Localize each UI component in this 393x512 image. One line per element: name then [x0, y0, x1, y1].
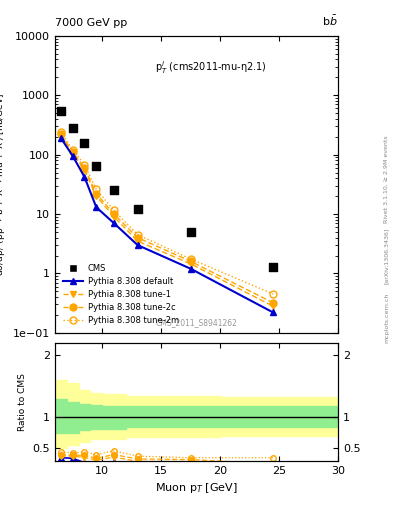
Pythia 8.308 tune-2m — [271, 291, 275, 297]
CMS — [58, 106, 64, 115]
Text: p$^l_T$ (cms2011-mu-η2.1): p$^l_T$ (cms2011-mu-η2.1) — [155, 59, 266, 76]
Pythia 8.308 tune-2m — [188, 256, 193, 262]
Pythia 8.308 tune-1 — [82, 167, 87, 173]
Pythia 8.308 default — [271, 309, 275, 315]
Pythia 8.308 tune-2m — [135, 231, 140, 238]
Pythia 8.308 default — [188, 266, 193, 272]
Pythia 8.308 default — [94, 204, 99, 210]
Pythia 8.308 tune-2m — [94, 186, 99, 193]
Pythia 8.308 tune-1 — [271, 303, 275, 309]
Line: Pythia 8.308 tune-1: Pythia 8.308 tune-1 — [57, 132, 277, 310]
Text: CMS_2011_S8941262: CMS_2011_S8941262 — [156, 318, 237, 327]
CMS — [270, 263, 276, 271]
Pythia 8.308 tune-2m — [82, 161, 87, 167]
Text: Rivet 3.1.10, ≥ 2.9M events: Rivet 3.1.10, ≥ 2.9M events — [384, 135, 389, 223]
Pythia 8.308 tune-1 — [59, 133, 63, 139]
Pythia 8.308 tune-2c — [271, 300, 275, 306]
CMS — [134, 205, 141, 214]
Pythia 8.308 tune-2m — [112, 207, 116, 214]
Y-axis label: dσ/dp$_T$ (pp → b + X → mu + X′) [nb/GeV]: dσ/dp$_T$ (pp → b + X → mu + X′) [nb/GeV… — [0, 93, 7, 276]
Pythia 8.308 tune-2m — [70, 147, 75, 153]
Pythia 8.308 default — [70, 153, 75, 159]
Line: Pythia 8.308 tune-2m: Pythia 8.308 tune-2m — [57, 129, 277, 297]
Y-axis label: Ratio to CMS: Ratio to CMS — [18, 373, 27, 431]
CMS — [93, 162, 99, 170]
Pythia 8.308 tune-2c — [188, 258, 193, 264]
Pythia 8.308 tune-2c — [82, 165, 87, 171]
Pythia 8.308 default — [59, 135, 63, 141]
Text: 7000 GeV pp: 7000 GeV pp — [55, 18, 127, 28]
CMS — [70, 124, 76, 132]
Text: b$\bar{b}$: b$\bar{b}$ — [322, 14, 338, 28]
Pythia 8.308 tune-1 — [112, 214, 116, 220]
Pythia 8.308 tune-1 — [70, 151, 75, 157]
Pythia 8.308 tune-2c — [59, 131, 63, 137]
Pythia 8.308 default — [135, 242, 140, 248]
Pythia 8.308 tune-2c — [112, 211, 116, 217]
Line: Pythia 8.308 tune-2c: Pythia 8.308 tune-2c — [57, 131, 277, 306]
CMS — [81, 139, 88, 147]
CMS — [187, 228, 194, 236]
CMS — [111, 186, 117, 195]
Pythia 8.308 tune-2c — [70, 149, 75, 155]
Line: Pythia 8.308 default: Pythia 8.308 default — [57, 135, 277, 316]
Legend: CMS, Pythia 8.308 default, Pythia 8.308 tune-1, Pythia 8.308 tune-2c, Pythia 8.3: CMS, Pythia 8.308 default, Pythia 8.308 … — [59, 260, 182, 329]
Pythia 8.308 default — [82, 174, 87, 180]
Text: mcplots.cern.ch: mcplots.cern.ch — [384, 292, 389, 343]
Text: [arXiv:1306.3436]: [arXiv:1306.3436] — [384, 228, 389, 284]
X-axis label: Muon p$_T$ [GeV]: Muon p$_T$ [GeV] — [155, 481, 238, 495]
Pythia 8.308 tune-2c — [135, 234, 140, 241]
Pythia 8.308 tune-1 — [135, 238, 140, 244]
Pythia 8.308 tune-2c — [94, 190, 99, 197]
Pythia 8.308 default — [112, 220, 116, 226]
Pythia 8.308 tune-2m — [59, 129, 63, 135]
Pythia 8.308 tune-1 — [188, 261, 193, 267]
Pythia 8.308 tune-1 — [94, 193, 99, 199]
